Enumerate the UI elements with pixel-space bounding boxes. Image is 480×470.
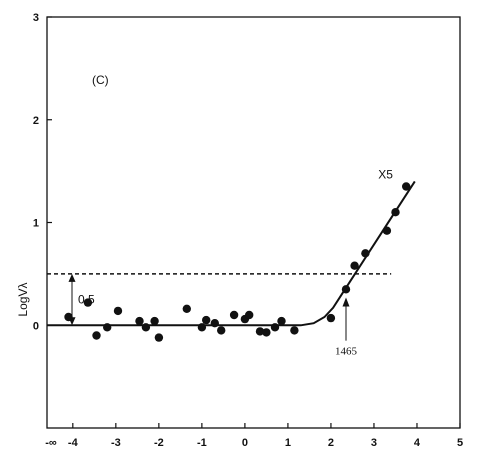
y-tick-label: 0 xyxy=(33,320,39,332)
x-tick-label: -2 xyxy=(154,437,164,449)
x-tick-label: -4 xyxy=(68,437,79,449)
x-tick-label: -1 xyxy=(197,437,207,449)
data-point xyxy=(182,304,191,313)
data-point xyxy=(361,249,370,258)
data-point xyxy=(103,323,112,332)
data-point xyxy=(262,328,271,337)
data-point xyxy=(290,326,299,335)
data-point xyxy=(402,182,411,191)
data-point xyxy=(135,316,144,326)
y-tick-label: 3 xyxy=(33,12,39,24)
data-point xyxy=(210,319,219,328)
y-tick-label: 2 xyxy=(33,115,39,127)
data-point xyxy=(150,316,159,326)
data-point xyxy=(141,323,151,332)
x-tick-label: 0 xyxy=(242,437,248,449)
fit-line xyxy=(47,180,416,327)
x-infinity-label: -∞ xyxy=(45,437,57,449)
data-point xyxy=(154,333,164,342)
y-axis-ticks: 0 1 2 3 xyxy=(33,12,52,332)
data-point xyxy=(217,326,226,335)
threshold-label: 1465 xyxy=(335,346,358,358)
data-point xyxy=(83,298,93,307)
data-point xyxy=(326,313,336,323)
data-point xyxy=(64,312,73,322)
x-tick-label: 1 xyxy=(285,437,291,449)
scale-label: X5 xyxy=(378,167,393,181)
data-point xyxy=(113,306,123,316)
x-tick-label: -3 xyxy=(111,437,121,449)
x-tick-label: 4 xyxy=(414,437,421,449)
plot-frame xyxy=(46,16,461,429)
data-point xyxy=(197,323,207,332)
data-point xyxy=(202,315,211,325)
data-point xyxy=(92,331,101,340)
data-point xyxy=(350,261,359,270)
threshold-arrow-head xyxy=(342,297,350,307)
data-point xyxy=(255,327,265,336)
data-points xyxy=(64,182,411,342)
offset-arrow-head-top xyxy=(68,273,76,282)
x-axis-ticks: -4 -3 -2 -1 0 1 2 3 4 5 -∞ xyxy=(45,423,463,449)
data-point xyxy=(277,316,286,326)
data-point xyxy=(270,323,280,332)
data-point xyxy=(229,310,239,320)
data-point xyxy=(391,208,400,217)
y-axis-label: LogVλ xyxy=(16,283,30,317)
y-tick-label: 1 xyxy=(33,218,39,230)
x-tick-label: 5 xyxy=(457,437,463,449)
x-tick-label: 2 xyxy=(328,437,334,449)
x-tick-label: 3 xyxy=(371,437,377,449)
data-point xyxy=(382,226,392,235)
data-point xyxy=(341,285,351,294)
panel-label: (C) xyxy=(92,73,109,87)
data-point xyxy=(245,310,254,320)
